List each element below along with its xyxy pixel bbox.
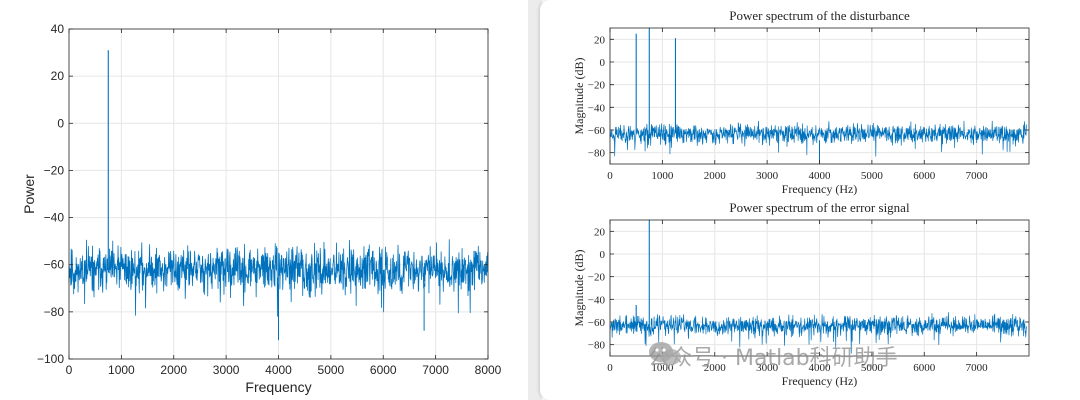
y-tick-label: −100 — [37, 352, 64, 366]
chart-left: 0 1000 2000 3000 4000 5000 6000 7000 8000 −100 −80… — [21, 22, 502, 395]
plot-top-right: 0 1000 2000 3000 4000 5000 6000 7000 −80 −60 −40 −2… — [572, 8, 1030, 196]
y-tick-label: 20 — [594, 226, 606, 238]
x-tick-label: 5000 — [861, 170, 884, 182]
y-tick-label: 20 — [51, 69, 65, 83]
y-tick-label: 0 — [57, 116, 64, 130]
y-tick-label: −20 — [588, 272, 606, 284]
series-disturbance — [609, 120, 1027, 157]
y-tick-label: 0 — [600, 249, 606, 261]
x-tick-label: 7000 — [422, 363, 449, 377]
y-tick-label: 20 — [594, 34, 606, 46]
y-tick-label: 40 — [51, 22, 65, 36]
x-tick-label: 2000 — [704, 170, 727, 182]
x-tick-label: 5000 — [318, 363, 345, 377]
y-tick-label: −40 — [44, 211, 65, 225]
y-tick-label: −60 — [44, 258, 65, 272]
x-tick-label: 6000 — [913, 362, 936, 374]
x-tick-label: 1000 — [108, 363, 135, 377]
y-tick-label: −40 — [588, 294, 606, 306]
x-tick-label: 0 — [607, 362, 613, 374]
plot-left: 0 1000 2000 3000 4000 5000 6000 7000 8000 −100 −80… — [21, 22, 502, 395]
y-tick-label: 0 — [600, 57, 606, 69]
x-tick-label: 4000 — [809, 362, 832, 374]
right-figure-panel: 0 1000 2000 3000 4000 5000 6000 7000 −80 −60 −40 −2… — [540, 0, 1080, 400]
chart-title: Power spectrum of the error signal — [729, 200, 910, 215]
chart-title: Power spectrum of the disturbance — [729, 8, 910, 23]
x-tick-label: 4000 — [265, 363, 292, 377]
series-error-signal — [609, 312, 1027, 354]
x-tick-label: 8000 — [475, 363, 502, 377]
x-tick-label: 2000 — [160, 363, 187, 377]
y-tick-label: −20 — [44, 163, 65, 177]
x-tick-label: 3000 — [756, 170, 779, 182]
plot-bottom-right: 0 1000 2000 3000 4000 5000 6000 7000 −80 −60 −40 −2… — [572, 200, 1030, 388]
y-tick-label: −80 — [44, 305, 65, 319]
y-tick-label: −80 — [588, 340, 606, 352]
x-tick-label: 6000 — [370, 363, 397, 377]
chart-right: 0 1000 2000 3000 4000 5000 6000 7000−80−60−40−2… — [572, 8, 1030, 388]
x-axis-label: Frequency — [245, 379, 311, 395]
y-tick-label: −60 — [588, 125, 606, 137]
y-tick-label: −20 — [588, 80, 606, 92]
y-tick-label: −60 — [588, 317, 606, 329]
y-tick-label: −40 — [588, 102, 606, 114]
x-tick-label: 5000 — [861, 362, 884, 374]
x-tick-label: 2000 — [704, 362, 727, 374]
x-tick-label: 3000 — [756, 362, 779, 374]
x-tick-label: 3000 — [213, 363, 240, 377]
x-tick-label: 1000 — [651, 170, 674, 182]
x-tick-label: 0 — [607, 170, 613, 182]
series-power-spectrum — [68, 239, 489, 317]
left-figure-panel: 0 1000 2000 3000 4000 5000 6000 7000 8000 −100 −80… — [0, 0, 536, 400]
x-tick-label: 4000 — [809, 170, 832, 182]
y-axis-label: Power — [21, 174, 37, 214]
window-divider — [528, 0, 542, 400]
x-tick-label: 6000 — [913, 170, 936, 182]
x-tick-label: 7000 — [966, 170, 989, 182]
y-tick-label: −80 — [588, 148, 606, 160]
x-tick-label: 0 — [66, 363, 73, 377]
y-axis-label: Magnitude (dB) — [572, 250, 586, 327]
x-axis-label: Frequency (Hz) — [782, 182, 858, 196]
x-tick-label: 1000 — [651, 362, 674, 374]
y-axis-label: Magnitude (dB) — [572, 58, 586, 135]
x-axis-label: Frequency (Hz) — [782, 374, 858, 388]
x-tick-label: 7000 — [966, 362, 989, 374]
